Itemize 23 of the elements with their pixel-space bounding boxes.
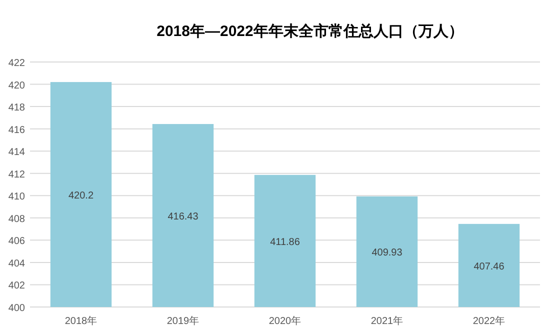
- data-label: 416.43: [168, 212, 199, 223]
- x-tick-label: 2022年: [472, 315, 506, 327]
- y-tick-label: 408: [8, 214, 26, 225]
- x-tick-label: 2018年: [64, 315, 98, 327]
- y-tick-label: 418: [8, 102, 26, 114]
- y-tick-label: 414: [8, 147, 26, 158]
- x-tick-label: 2021年: [370, 315, 404, 327]
- data-label: 407.46: [474, 261, 505, 272]
- y-tick-label: 400: [8, 303, 26, 314]
- data-label: 420.2: [68, 190, 94, 202]
- data-label: 411.86: [270, 236, 300, 248]
- chart-title: 2018年—2022年年末全市常住总人口（万人）: [156, 22, 464, 40]
- data-label: 409.93: [372, 248, 403, 259]
- y-tick-label: 420: [8, 80, 26, 92]
- x-tick-label: 2019年: [166, 315, 200, 327]
- y-tick-label: 422: [8, 58, 26, 69]
- y-tick-label: 412: [8, 169, 26, 180]
- y-tick-label: 410: [8, 192, 26, 203]
- y-tick-label: 404: [8, 258, 26, 270]
- y-tick-label: 402: [8, 280, 26, 292]
- y-tick-label: 406: [8, 236, 26, 248]
- y-tick-label: 416: [8, 124, 26, 136]
- x-tick-label: 2020年: [268, 315, 302, 327]
